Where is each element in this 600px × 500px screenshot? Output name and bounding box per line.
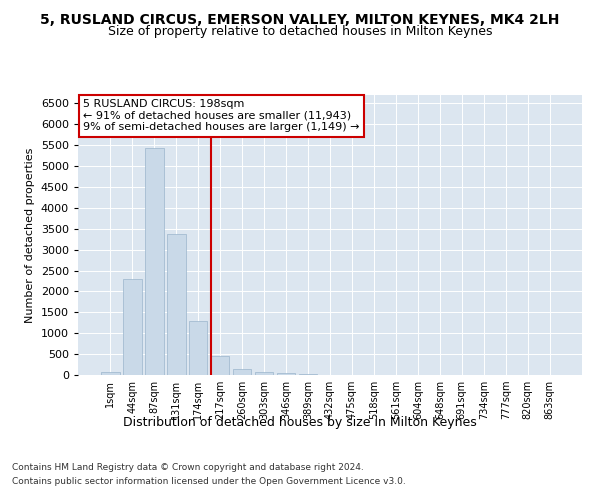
Text: Size of property relative to detached houses in Milton Keynes: Size of property relative to detached ho… [108,25,492,38]
Text: Distribution of detached houses by size in Milton Keynes: Distribution of detached houses by size … [123,416,477,429]
Bar [145,148,164,375]
Y-axis label: Number of detached properties: Number of detached properties [25,148,35,322]
Bar [299,374,317,375]
Text: Contains public sector information licensed under the Open Government Licence v3: Contains public sector information licen… [12,477,406,486]
Bar [211,356,229,375]
Text: 5 RUSLAND CIRCUS: 198sqm
← 91% of detached houses are smaller (11,943)
9% of sem: 5 RUSLAND CIRCUS: 198sqm ← 91% of detach… [83,99,359,132]
Bar [101,372,119,375]
Bar [123,280,142,375]
Text: 5, RUSLAND CIRCUS, EMERSON VALLEY, MILTON KEYNES, MK4 2LH: 5, RUSLAND CIRCUS, EMERSON VALLEY, MILTO… [40,12,560,26]
Bar [255,372,274,375]
Bar [167,234,185,375]
Bar [189,320,208,375]
Bar [233,368,251,375]
Bar [277,373,295,375]
Text: Contains HM Land Registry data © Crown copyright and database right 2024.: Contains HM Land Registry data © Crown c… [12,464,364,472]
